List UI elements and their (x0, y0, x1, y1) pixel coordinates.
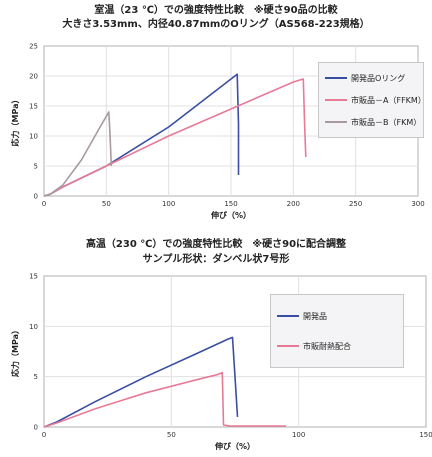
legend-item: 開発品 (277, 309, 327, 323)
legend-swatch (277, 345, 299, 347)
chart-subtitle: サンプル形状：ダンベル状7号形 (142, 254, 290, 265)
x-axis-label: 伸び（%） (210, 210, 251, 220)
x-tick-label: 150 (419, 431, 432, 439)
chart-room-temp: 室温（23 ℃）での強度特性比較 ※硬さ90品の比較 大きさ3.53mm、内径4… (0, 0, 432, 228)
y-tick-label: 10 (29, 323, 38, 331)
y-tick-label: 25 (29, 43, 38, 51)
y-tick-label: 0 (34, 193, 38, 201)
legend-swatch (325, 77, 347, 79)
x-tick-label: 0 (42, 431, 46, 439)
legend-swatch (277, 315, 299, 317)
legend-label: 市販品－A（FFKM） (351, 95, 426, 105)
legend-item: 開発品Oリング (325, 71, 405, 85)
legend-item: 市販耐熱配合 (277, 339, 351, 353)
x-tick-label: 150 (224, 200, 237, 208)
legend-swatch (325, 99, 347, 101)
series-line-3 (43, 111, 113, 197)
x-tick-label: 50 (102, 200, 111, 208)
chart-subtitle: 大きさ3.53mm、内径40.87mmのOリング（AS568-223規格） (62, 19, 370, 30)
y-tick-label: 5 (34, 373, 38, 381)
y-tick-label: 15 (29, 103, 38, 111)
chart-high-temp: 高温（230 ℃）での強度特性比較 ※硬さ90に配合調整 サンプル形状：ダンベル… (0, 228, 432, 457)
y-axis-label: 応力（MPa） (10, 95, 20, 146)
y-tick-label: 15 (29, 273, 38, 281)
x-tick-label: 200 (287, 200, 300, 208)
legend: 開発品Oリング 市販品－A（FFKM） 市販品－B（FKM） (318, 62, 426, 138)
y-tick-label: 0 (34, 424, 38, 432)
x-tick-label: 300 (411, 200, 424, 208)
chart-title: 高温（230 ℃）での強度特性比較 ※硬さ90に配合調整 (85, 239, 347, 250)
y-tick-label: 5 (34, 163, 38, 171)
y-axis-label: 応力（MPa） (10, 326, 20, 377)
legend-swatch (325, 121, 347, 123)
series-line-1 (43, 336, 239, 428)
legend-label: 市販品－B（FKM） (351, 117, 422, 127)
x-tick-label: 100 (292, 431, 305, 439)
y-tick-label: 10 (29, 133, 38, 141)
y-tick-label: 20 (29, 73, 38, 81)
legend-item: 市販品－A（FFKM） (325, 93, 426, 107)
x-tick-label: 100 (162, 200, 175, 208)
chart-title: 室温（23 ℃）での強度特性比較 ※硬さ90品の比較 (94, 5, 338, 16)
legend-label: 開発品Oリング (351, 73, 406, 83)
x-tick-label: 50 (167, 431, 176, 439)
series-line-2 (43, 371, 286, 428)
x-tick-label: 0 (42, 200, 46, 208)
legend-item: 市販品－B（FKM） (325, 115, 421, 129)
legend-label: 開発品 (303, 311, 327, 321)
legend-label: 市販耐熱配合 (303, 341, 351, 351)
x-axis-label: 伸び（%） (214, 441, 255, 451)
x-tick-label: 250 (349, 200, 362, 208)
legend: 開発品 市販耐熱配合 (270, 294, 404, 368)
